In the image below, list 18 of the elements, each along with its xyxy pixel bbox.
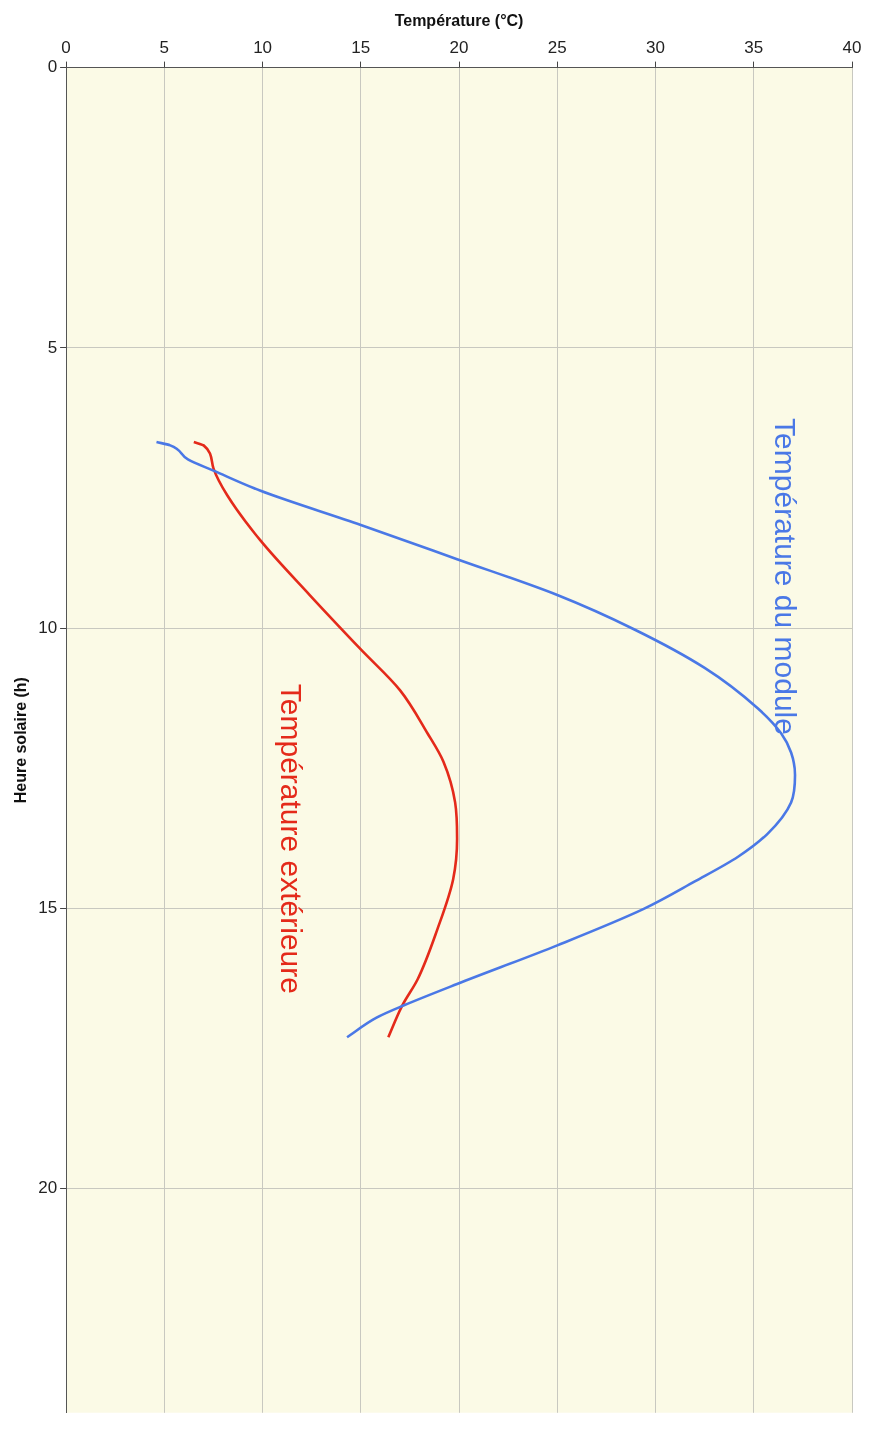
x-tick-label: 20	[449, 38, 469, 58]
y-axis-title: Heure solaire (h)	[12, 677, 30, 804]
x-tick-label: 30	[646, 38, 665, 58]
y-tick-label: 10	[38, 617, 58, 637]
y-tick-label: 0	[47, 57, 58, 77]
x-tick-label: 35	[744, 38, 764, 58]
x-tick-label: 5	[159, 38, 170, 58]
y-tick-label: 5	[47, 337, 58, 357]
x-tick-label: 0	[61, 38, 71, 58]
text: Température extérieure	[274, 683, 308, 994]
text: Température du module	[768, 418, 802, 735]
x-tick-label: 40	[842, 38, 862, 58]
x-tick-label: 15	[351, 38, 371, 58]
x-tick-label: 25	[547, 38, 567, 58]
x-tick-label: 10	[253, 38, 273, 58]
y-tick-label: 20	[38, 1178, 58, 1198]
x-axis-title: Température (°C)	[394, 12, 524, 30]
y-tick-label: 15	[38, 898, 58, 918]
